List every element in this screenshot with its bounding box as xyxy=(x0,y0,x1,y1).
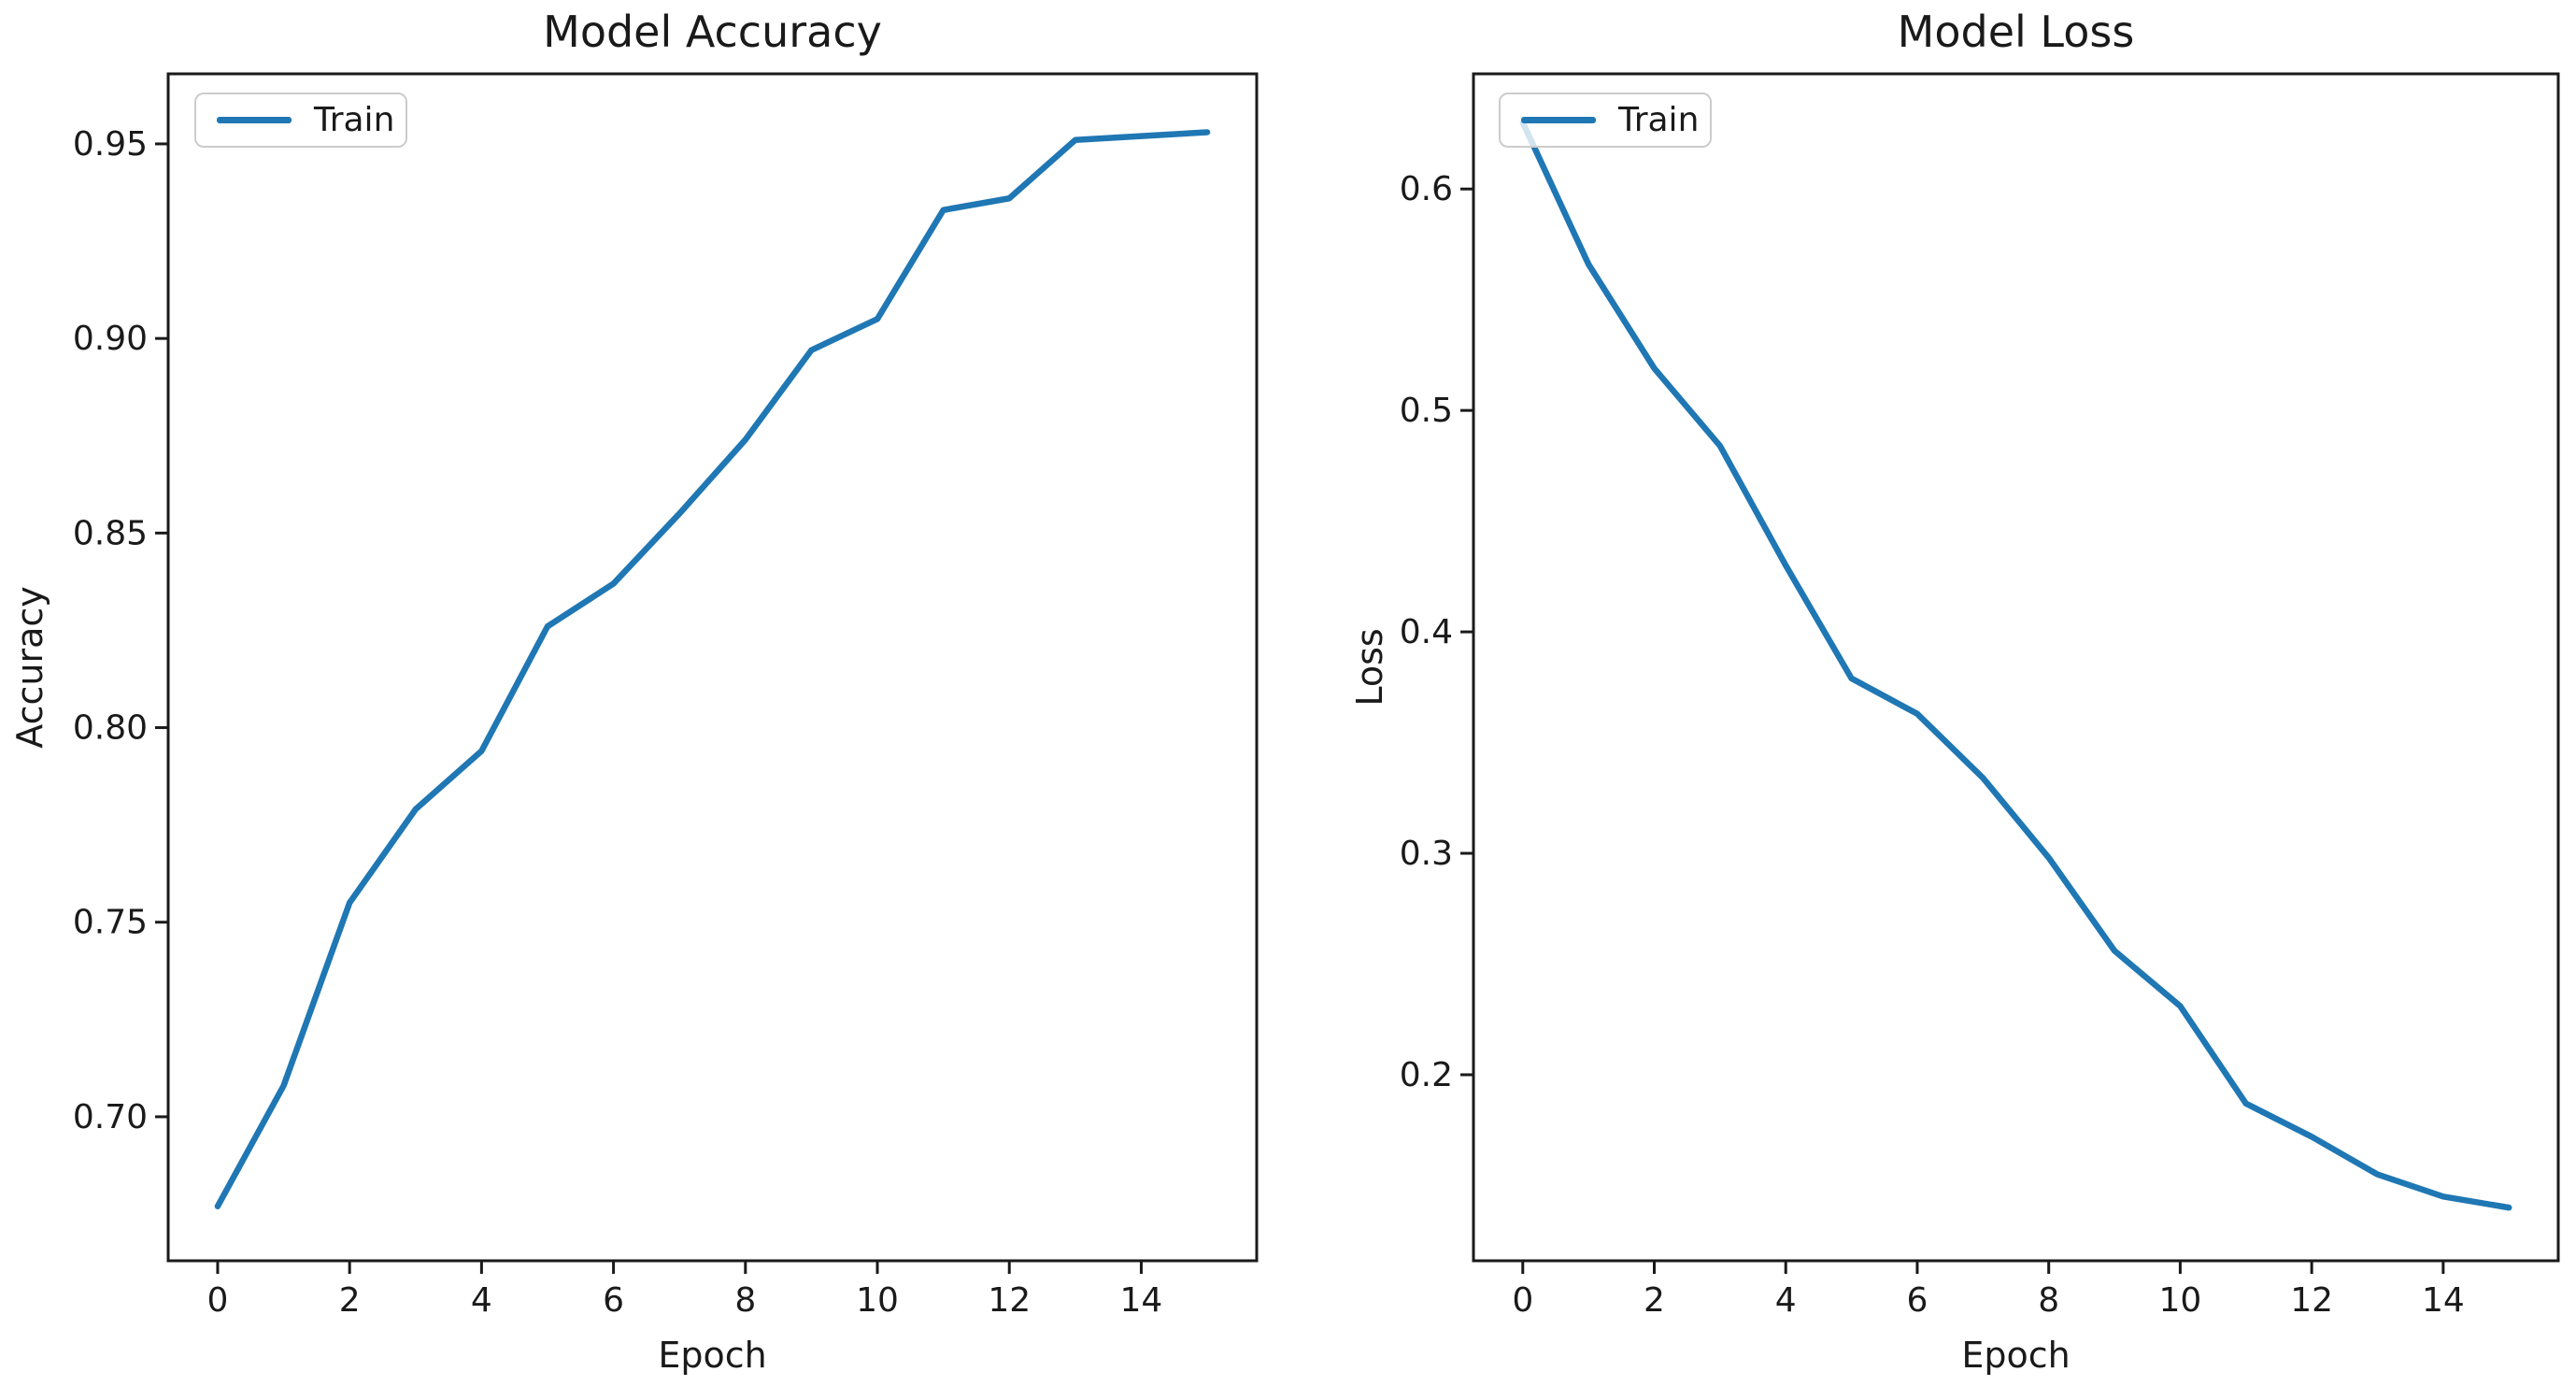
loss-chart-title: Model Loss xyxy=(1897,7,2135,57)
train-series-line xyxy=(1519,119,2512,1211)
y-tick-label: 0.5 xyxy=(1400,392,1453,430)
loss-chart: 0 2 4 6 8 10 12 14 0.2 0.3 0.4 0.5 0.6 Model Loss Lo… xyxy=(1308,0,2576,1386)
x-tick-label: 4 xyxy=(471,1281,492,1320)
x-tick-label: 8 xyxy=(734,1281,756,1320)
axes-spines xyxy=(1472,72,2560,1263)
accuracy-y-axis-label: Accuracy xyxy=(9,586,50,749)
x-tick-label: 12 xyxy=(2290,1281,2333,1320)
y-tick-label: 0.6 xyxy=(1400,170,1453,208)
loss-legend: Train xyxy=(1499,93,1712,148)
x-tick-label: 0 xyxy=(1512,1281,1533,1320)
x-tick-label: 10 xyxy=(856,1281,899,1320)
y-tick-label: 0.4 xyxy=(1400,613,1453,651)
y-tick-label: 0.80 xyxy=(73,709,148,748)
accuracy-legend: Train xyxy=(194,93,407,148)
y-tick-label: 0.95 xyxy=(73,125,148,164)
loss-plot-area: 0 2 4 6 8 10 12 14 0.2 0.3 0.4 0.5 0.6 xyxy=(1400,72,2560,1320)
x-tick-label: 0 xyxy=(207,1281,229,1320)
x-tick-label: 10 xyxy=(2159,1281,2202,1320)
loss-y-axis-label: Loss xyxy=(1349,628,1390,707)
axes-spines xyxy=(166,72,1259,1263)
y-tick-label: 0.90 xyxy=(73,320,148,358)
x-tick-label: 2 xyxy=(339,1281,361,1320)
x-tick-label: 8 xyxy=(2038,1281,2059,1320)
loss-legend-label: Train xyxy=(1618,101,1700,139)
loss-x-axis-label: Epoch xyxy=(1961,1335,2071,1376)
x-tick-label: 12 xyxy=(988,1281,1031,1320)
accuracy-x-axis-label: Epoch xyxy=(658,1335,767,1376)
y-tick-label: 0.2 xyxy=(1400,1056,1453,1094)
x-tick-label: 6 xyxy=(603,1281,624,1320)
y-tick-label: 0.75 xyxy=(73,904,148,942)
x-tick-label: 6 xyxy=(1907,1281,1928,1320)
accuracy-chart: 0 2 4 6 8 10 12 14 0.70 0.75 0.80 0.85 0.90 0.95 Mode… xyxy=(9,7,1259,1376)
y-tick-label: 0.3 xyxy=(1400,835,1453,873)
train-series-line xyxy=(214,129,1211,1209)
x-tick-label: 2 xyxy=(1644,1281,1665,1320)
y-tick-label: 0.85 xyxy=(73,514,148,552)
accuracy-plot-area: 0 2 4 6 8 10 12 14 0.70 0.75 0.80 0.85 0.90 0.95 xyxy=(73,72,1259,1320)
train-line-swatch-icon xyxy=(1521,117,1596,123)
y-tick-label: 0.70 xyxy=(73,1098,148,1136)
x-tick-label: 14 xyxy=(2422,1281,2465,1320)
x-tick-label: 14 xyxy=(1120,1281,1163,1320)
x-tick-label: 4 xyxy=(1775,1281,1797,1320)
train-line-swatch-icon xyxy=(217,117,292,123)
accuracy-chart-title: Model Accuracy xyxy=(543,7,882,57)
accuracy-legend-label: Train xyxy=(314,101,395,139)
